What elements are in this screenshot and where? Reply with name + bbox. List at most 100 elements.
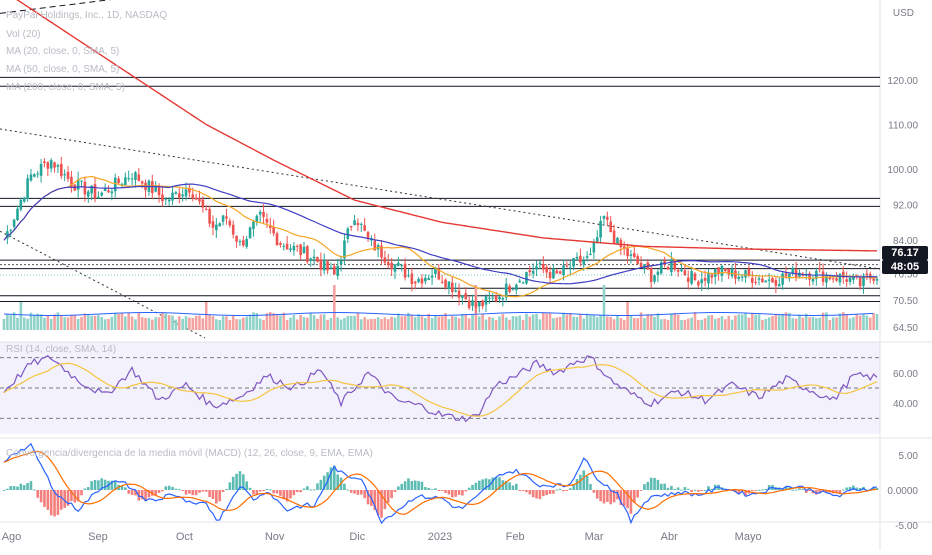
volume-bar [424,317,427,330]
macd-histogram-bar [848,486,852,490]
macd-histogram-bar [656,479,660,490]
candle-body [93,184,97,199]
volume-bar [56,312,60,330]
volume-bar [521,319,525,330]
candle-body [730,268,734,277]
macd-histogram-bar [252,490,255,495]
macd-histogram-bar [167,485,171,490]
volume-bar [666,319,670,330]
price-axis-tick: 76.50 [893,270,918,281]
volume-bar [592,315,596,330]
macd-histogram-bar [528,490,532,495]
volume-bar [724,319,727,330]
macd-histogram-bar [80,490,83,496]
macd-histogram-bar [161,490,164,492]
dashed-trend-line [0,0,112,14]
macd-histogram-bar [666,487,670,490]
volume-bar [400,316,404,330]
candle-body [552,268,555,279]
volume-bar [225,316,228,330]
candle-body [781,273,784,285]
macd-histogram-bar [508,482,511,490]
candle-body [548,272,552,279]
volume-bar [538,319,542,330]
candle-body [464,293,468,300]
volume-bar [110,316,114,330]
macd-histogram-bar [373,490,377,511]
volume-bar [221,316,225,330]
macd-histogram-bar [707,486,710,490]
candle-body [676,270,680,272]
macd-histogram-bar [356,490,360,495]
candle-body [538,262,542,264]
macd-histogram-bar [761,489,764,491]
macd-histogram-bar [599,490,602,502]
volume-bar [568,313,572,330]
candle-body [602,215,606,219]
volume-bar [868,317,872,330]
candle-body [595,237,599,242]
macd-histogram-bar [548,490,552,494]
candle-body [848,277,852,282]
ma50-legend[interactable]: MA (50, close, 0, SMA, 5) [6,64,120,75]
macd-histogram-bar [312,489,316,491]
volume-bar [518,315,522,330]
macd-histogram-bar [39,490,43,503]
candle-body [225,216,228,219]
volume-bar [140,317,144,330]
candle-body [461,295,464,298]
candle-body [545,267,548,273]
candle-body [151,181,154,194]
volume-bar [295,319,299,330]
candle-body [181,194,184,197]
macd-histogram-bar [430,489,434,491]
macd-histogram-bar [491,477,495,490]
macd-histogram-bar [9,486,13,490]
macd-histogram-bar [764,488,768,490]
macd-histogram-bar [413,480,417,490]
candle-body [498,297,501,300]
macd-histogram-bar [565,490,569,491]
candle-body [818,268,821,270]
candle-body [457,290,461,298]
macd-histogram-bar [464,490,468,492]
macd-histogram-bar [2,490,6,491]
volume-bar [83,313,87,330]
symbol-legend[interactable]: PayPal Holdings, Inc., 1D, NASDAQ [6,10,168,21]
macd-histogram-bar [683,487,687,490]
macd-histogram-bar [275,490,279,494]
candle-body [258,211,262,215]
volume-bar [80,316,83,330]
macd-histogram-bar [46,490,50,510]
volume-bar [535,313,538,330]
candle-body [80,180,83,182]
candle-body [525,272,528,284]
macd-legend[interactable]: Convergencia/divergencia de la media móv… [6,448,373,459]
volume-bar [420,316,424,330]
candle-body [363,225,366,231]
macd-histogram-bar [686,488,690,490]
macd-histogram-bar [204,490,208,492]
candle-body [666,267,670,270]
volume-legend[interactable]: Vol (20) [6,29,41,40]
candle-body [653,275,656,282]
macd-histogram-bar [562,490,565,492]
ma20-legend[interactable]: MA (20, close, 0, SMA, 5) [6,46,120,57]
candle-body [245,238,248,247]
candle-body [582,260,586,265]
volume-bar [676,314,680,330]
macd-histogram-bar [171,486,174,490]
volume-bar [248,314,252,330]
candle-body [825,275,828,283]
rsi-legend[interactable]: RSI (14, close, SMA, 14) [6,344,117,355]
volume-bar [754,314,757,330]
volume-bar [841,312,845,330]
candle-body [531,270,535,274]
macd-histogram-bar [606,490,609,502]
volume-bar [299,314,302,330]
volume-bar [498,316,501,330]
ma200-legend[interactable]: MA (200, close, 0, SMA, 5) [6,82,125,93]
date-axis-tick: Sep [88,531,108,543]
candle-body [494,295,498,302]
